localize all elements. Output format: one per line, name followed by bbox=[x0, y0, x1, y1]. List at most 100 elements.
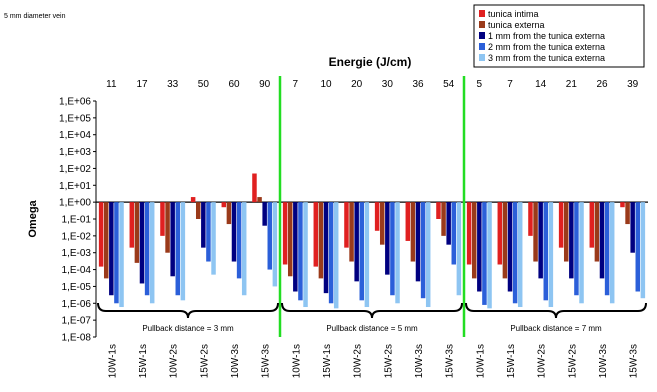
bar bbox=[364, 202, 370, 308]
bar bbox=[405, 202, 411, 241]
group-label: Pullback distance = 3 mm bbox=[142, 324, 234, 333]
y-tick-label: 1,E-02 bbox=[62, 231, 92, 242]
y-tick-label: 1,E+00 bbox=[59, 198, 91, 209]
bar bbox=[190, 197, 196, 203]
group-label: Pullback distance = 5 mm bbox=[326, 324, 418, 333]
energy-label: 7 bbox=[293, 79, 299, 90]
bar bbox=[543, 202, 549, 301]
bar bbox=[267, 202, 273, 270]
bar bbox=[144, 202, 150, 296]
bar bbox=[528, 202, 533, 236]
bar bbox=[134, 202, 140, 263]
bar bbox=[211, 202, 216, 275]
energy-label: 50 bbox=[198, 79, 210, 90]
bar bbox=[482, 202, 487, 305]
bar bbox=[103, 202, 109, 279]
bar bbox=[385, 202, 390, 275]
bar bbox=[313, 202, 319, 267]
bar bbox=[625, 202, 630, 225]
bar bbox=[579, 202, 584, 304]
bar bbox=[466, 202, 472, 265]
bar bbox=[512, 202, 518, 304]
bar bbox=[569, 202, 574, 279]
bar bbox=[620, 202, 625, 208]
legend-label: tunica intima bbox=[488, 9, 539, 19]
y-tick-label: 1,E-01 bbox=[62, 215, 92, 226]
bar bbox=[507, 202, 513, 292]
category-label: 15W-2s bbox=[567, 344, 578, 378]
legend-box bbox=[473, 4, 645, 68]
bar bbox=[589, 202, 595, 248]
y-tick-label: 1,E+05 bbox=[59, 113, 91, 124]
bar bbox=[497, 202, 503, 265]
bar bbox=[149, 202, 155, 304]
bar bbox=[441, 202, 446, 236]
bar bbox=[344, 202, 349, 248]
bar bbox=[477, 202, 482, 292]
bar bbox=[114, 202, 119, 304]
bar bbox=[594, 202, 600, 262]
bar bbox=[517, 202, 523, 308]
bar bbox=[206, 202, 211, 262]
bar bbox=[165, 202, 170, 253]
legend-label: 1 mm from the tunica externa bbox=[488, 31, 605, 41]
energy-label: 17 bbox=[136, 79, 148, 90]
y-tick-label: 1,E-05 bbox=[62, 282, 92, 293]
category-label: 15W-1s bbox=[138, 344, 149, 378]
bar bbox=[395, 202, 400, 304]
legend-swatch bbox=[479, 32, 485, 39]
group-brace bbox=[97, 302, 279, 319]
bar bbox=[451, 202, 457, 265]
bar bbox=[328, 202, 334, 304]
bar bbox=[160, 202, 165, 236]
bar bbox=[410, 202, 416, 262]
category-label: 15W-2s bbox=[383, 344, 394, 378]
legend-label: 3 mm from the tunica externa bbox=[488, 53, 605, 63]
bar bbox=[98, 202, 104, 267]
energy-label: 30 bbox=[382, 79, 394, 90]
y-tick-label: 1,E+06 bbox=[59, 97, 91, 108]
category-label: 15W-1s bbox=[506, 344, 517, 378]
energy-label: 33 bbox=[167, 79, 179, 90]
y-axis-label: Omega bbox=[27, 199, 39, 237]
chart-title: Energie (J/cm) bbox=[329, 55, 412, 69]
bar bbox=[231, 202, 237, 262]
bar bbox=[425, 202, 431, 308]
bar bbox=[502, 202, 508, 279]
bar bbox=[180, 202, 186, 301]
y-tick-label: 1,E+03 bbox=[59, 147, 91, 158]
energy-label: 21 bbox=[566, 79, 578, 90]
bar bbox=[170, 202, 175, 277]
bar bbox=[175, 202, 181, 296]
bar bbox=[139, 202, 145, 284]
energy-label: 54 bbox=[443, 79, 455, 90]
category-label: 10W-2s bbox=[537, 344, 548, 378]
y-tick-label: 1,E+01 bbox=[59, 181, 91, 192]
category-label: 10W-2s bbox=[169, 344, 180, 378]
bar bbox=[635, 202, 641, 292]
bar bbox=[374, 202, 380, 231]
y-tick-label: 1,E-07 bbox=[62, 316, 92, 327]
bar bbox=[119, 202, 124, 308]
group-brace bbox=[465, 302, 647, 319]
bar bbox=[359, 202, 365, 301]
bar bbox=[109, 202, 114, 296]
legend-swatch bbox=[479, 54, 485, 61]
y-tick-label: 1,E-08 bbox=[62, 333, 92, 344]
bar bbox=[282, 202, 288, 265]
bar bbox=[487, 202, 492, 309]
bar bbox=[558, 202, 564, 248]
bar bbox=[298, 202, 303, 301]
category-label: 15W-3s bbox=[261, 344, 272, 378]
group-separators bbox=[278, 76, 466, 337]
y-tick-label: 1,E-06 bbox=[62, 299, 92, 310]
bar bbox=[630, 202, 635, 253]
bar bbox=[446, 202, 451, 245]
bar bbox=[599, 202, 605, 279]
y-axis: 1,E+06 1,E+05 1,E+04 1,E+03 1,E+02 1,E+01 1,E+… bbox=[59, 97, 648, 344]
y-tick-label: 1,E+02 bbox=[59, 164, 91, 175]
category-label: 10W-3s bbox=[230, 344, 241, 378]
bar bbox=[390, 202, 395, 296]
bar bbox=[574, 202, 579, 296]
